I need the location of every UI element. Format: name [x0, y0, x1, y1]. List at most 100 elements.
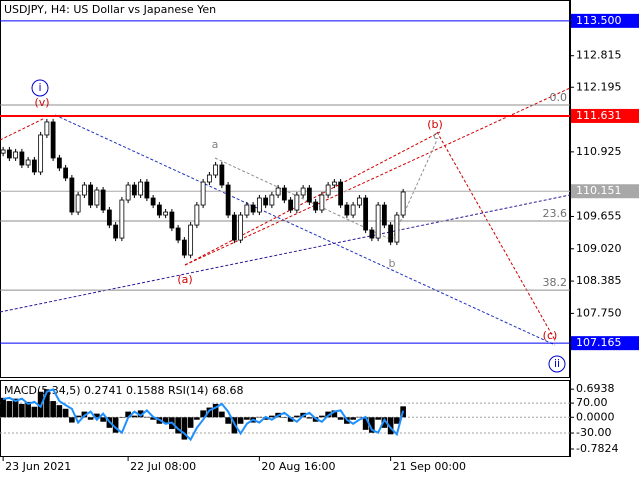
- y-tick-label: 110.925: [576, 145, 622, 158]
- candle-body: [213, 164, 219, 176]
- trend-lines: [0, 87, 571, 346]
- candle-body: [319, 194, 325, 211]
- y-tick-label: 109.655: [576, 209, 622, 222]
- candle-body: [63, 167, 69, 179]
- y-tick-label: 0.0000: [576, 410, 615, 423]
- histogram-bar: [381, 417, 388, 428]
- candle-body: [306, 187, 312, 203]
- x-tick-label: 21 Sep 00:00: [393, 460, 466, 473]
- candle-body: [119, 199, 125, 239]
- candle-body: [75, 194, 81, 213]
- wave-label: (b): [427, 118, 443, 131]
- candle-body: [225, 184, 231, 216]
- level-label-box: [571, 13, 639, 28]
- y-tick-label: 112.195: [576, 80, 622, 93]
- y-tick-label: 0.6938: [576, 382, 615, 395]
- candle-body: [88, 184, 94, 206]
- candle-body: [369, 229, 375, 239]
- trend-line: [184, 87, 571, 266]
- wave-label: b: [389, 257, 396, 270]
- histogram-bar: [125, 411, 131, 418]
- x-tick-label: 22 Jul 08:00: [130, 460, 196, 473]
- histogram-bar: [12, 398, 19, 418]
- candle-body: [13, 151, 19, 159]
- histogram-bar: [219, 411, 225, 418]
- candle-body: [181, 239, 187, 256]
- candle-body: [188, 224, 194, 256]
- histogram-bar: [0, 397, 6, 418]
- wave-label: (c): [543, 329, 558, 342]
- candle-body: [300, 187, 306, 196]
- candle-body: [125, 184, 131, 201]
- histogram-bar: [206, 407, 213, 418]
- candle-body: [381, 204, 387, 226]
- x-tick-label: 20 Aug 16:00: [261, 460, 335, 473]
- histogram-bar: [394, 417, 400, 424]
- trend-line: [54, 114, 556, 346]
- candle-body: [25, 159, 31, 166]
- histogram-bar: [325, 411, 331, 418]
- chart-title: USDJPY, H4: US Dollar vs Japanese Yen: [4, 3, 216, 16]
- candle-body: [163, 211, 169, 216]
- y-tick-label: -0.7824: [576, 442, 618, 455]
- candle-body: [331, 181, 337, 186]
- y-tick-label: 111.631: [576, 109, 622, 122]
- candle-body: [81, 184, 87, 196]
- candle-body: [313, 201, 319, 211]
- candle-body: [275, 187, 281, 196]
- candle-body: [400, 191, 406, 216]
- candle-body: [250, 204, 256, 213]
- candle-body: [375, 204, 381, 239]
- trend-line: [391, 139, 438, 241]
- histogram-bar: [69, 417, 75, 423]
- sub-frame: [0, 380, 570, 457]
- candle-body: [0, 149, 6, 154]
- candle-body: [263, 197, 269, 206]
- histogram-bar: [375, 417, 381, 420]
- y-tick-label: 112.815: [576, 49, 622, 62]
- candle-body: [175, 227, 181, 241]
- candle-body: [350, 204, 356, 216]
- y-tick-label: 107.750: [576, 306, 622, 319]
- signal-line: [2, 388, 405, 442]
- histogram-bar: [56, 405, 63, 418]
- candle-body: [256, 197, 262, 213]
- main-frame: [0, 0, 570, 378]
- histogram-bar: [356, 416, 363, 418]
- candle-body: [169, 211, 175, 229]
- candle-body: [31, 159, 37, 173]
- candle-body: [56, 157, 62, 169]
- histogram-bar: [212, 403, 219, 418]
- histogram-bar: [281, 417, 288, 418]
- y-tick-label: 110.151: [576, 184, 622, 197]
- histogram-bar: [44, 389, 50, 418]
- histogram-bar: [187, 417, 194, 428]
- candle-body: [281, 187, 287, 201]
- candle-body: [269, 194, 275, 206]
- wave-label: c: [433, 129, 439, 142]
- wave-label: i: [38, 81, 41, 94]
- wave-label: (a): [177, 273, 192, 286]
- candle-body: [200, 181, 206, 206]
- candle-body: [294, 194, 300, 211]
- candle-body: [6, 149, 12, 159]
- histogram-bar: [150, 417, 156, 420]
- histogram-bar: [100, 417, 106, 422]
- candle-body: [325, 184, 331, 196]
- candle-body: [94, 189, 100, 206]
- histogram-bar: [337, 417, 344, 420]
- histogram-bar: [331, 410, 338, 418]
- y-tick-label: 108.385: [576, 274, 622, 287]
- histogram-bar: [350, 417, 356, 420]
- candle-body: [144, 181, 150, 199]
- level-label-box: [571, 184, 639, 199]
- fib-label: 0.0: [550, 91, 568, 104]
- candle-body: [113, 224, 119, 239]
- candle-body: [100, 189, 106, 211]
- candle-body: [19, 151, 25, 166]
- candle-body: [106, 209, 112, 226]
- candle-body: [344, 204, 350, 216]
- trend-line: [214, 157, 393, 241]
